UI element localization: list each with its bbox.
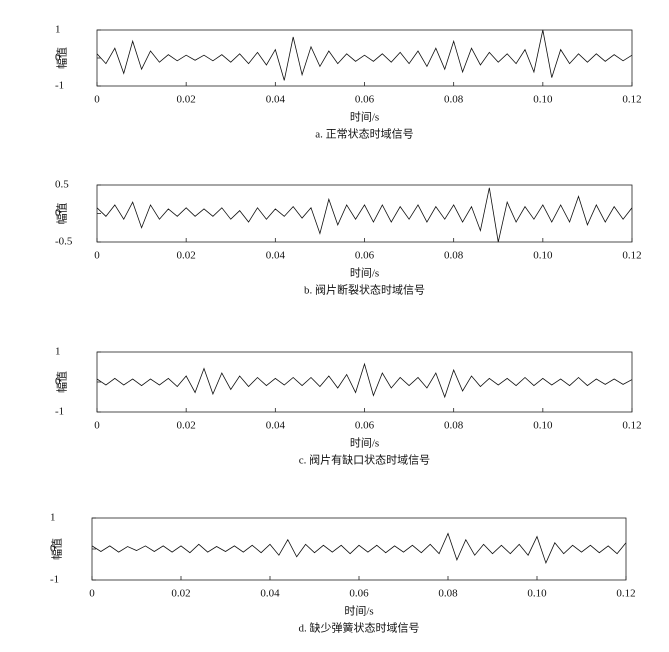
y-tick-label: -1 [55, 80, 64, 92]
x-tick-label: 0.04 [266, 94, 286, 106]
plot-area [97, 362, 632, 399]
x-tick-label: 0.04 [266, 250, 286, 262]
x-tick-label: 0.02 [177, 94, 196, 106]
x-axis-label: 时间/s [350, 267, 379, 280]
x-tick-label: 0.12 [622, 420, 641, 432]
y-tick-label: 0 [55, 376, 61, 388]
y-tick-label: 0.5 [55, 179, 69, 191]
y-tick-label: 1 [55, 346, 61, 358]
subplot: -0.5 0 0.5 0 0.02 0.04 0.06 0.08 0.10 0.12 时间/s b. … [55, 179, 642, 297]
plot-frame [91, 517, 627, 581]
caption: d. 缺少弹簧状态时域信号 [299, 621, 420, 635]
x-tick-label: 0.02 [177, 420, 196, 432]
x-axis-label: 时间/s [350, 437, 379, 450]
x-tick-label: 0.08 [444, 94, 464, 106]
x-tick-label: 0.02 [177, 250, 196, 262]
x-tick-label: 0 [94, 420, 100, 432]
x-tick-label: 0.10 [533, 420, 553, 432]
y-axis-label: 幅值 [51, 538, 64, 560]
y-tick-label: -1 [55, 406, 64, 418]
x-tick-label: 0 [94, 250, 100, 262]
y-axis-label: 幅值 [56, 203, 69, 225]
y-tick-label: 0 [55, 52, 61, 64]
signal-line [97, 362, 632, 399]
x-tick-label: 0.06 [355, 94, 375, 106]
x-axis-label: 时间/s [350, 111, 379, 124]
y-tick-label: 1 [55, 24, 61, 36]
plot-area [97, 187, 632, 243]
x-tick-label: 0.04 [260, 588, 280, 600]
x-tick-label: 0.06 [355, 420, 375, 432]
x-tick-label: 0.10 [527, 588, 547, 600]
plot-area [97, 29, 632, 81]
x-tick-label: 0.08 [444, 420, 464, 432]
subplot: -1 0 1 0 0.02 0.04 0.06 0.08 0.10 0.12 时间/s d. 缺少弹簧… [50, 512, 636, 635]
caption: c. 阀片有缺口状态时域信号 [299, 453, 430, 467]
plot-frame [96, 351, 633, 413]
x-tick-label: 0.08 [444, 250, 464, 262]
plot-area [92, 532, 626, 565]
y-tick-label: 0 [50, 543, 56, 555]
x-tick-label: 0.02 [171, 588, 190, 600]
subplot: -1 0 1 0 0.02 0.04 0.06 0.08 0.10 0.12 时间/s a. 正常状态… [55, 24, 642, 141]
subplot: -1 0 1 0 0.02 0.04 0.06 0.08 0.10 0.12 时间/s c. 阀片有缺… [55, 346, 642, 467]
x-tick-label: 0.12 [622, 250, 641, 262]
x-tick-label: 0.08 [438, 588, 458, 600]
x-tick-label: 0.10 [533, 250, 553, 262]
y-axis-label: 幅值 [56, 47, 69, 69]
x-tick-label: 0 [94, 94, 100, 106]
x-tick-label: 0.06 [355, 250, 375, 262]
plot-frame [96, 184, 633, 243]
signal-line [92, 532, 626, 565]
caption: a. 正常状态时域信号 [315, 127, 413, 141]
y-tick-label: -1 [50, 574, 59, 586]
x-tick-label: 0 [89, 588, 95, 600]
x-axis-label: 时间/s [344, 605, 373, 618]
x-tick-label: 0.12 [616, 588, 635, 600]
y-tick-label: 1 [50, 512, 56, 524]
y-tick-label: -0.5 [55, 236, 73, 248]
caption: b. 阀片断裂状态时域信号 [304, 283, 425, 297]
x-tick-label: 0.10 [533, 94, 553, 106]
x-tick-label: 0.06 [349, 588, 369, 600]
y-tick-label: 0 [55, 207, 61, 219]
signal-line [97, 187, 632, 243]
y-axis-label: 幅值 [56, 371, 69, 393]
signal-line [97, 29, 632, 81]
x-tick-label: 0.04 [266, 420, 286, 432]
x-tick-label: 0.12 [622, 94, 641, 106]
